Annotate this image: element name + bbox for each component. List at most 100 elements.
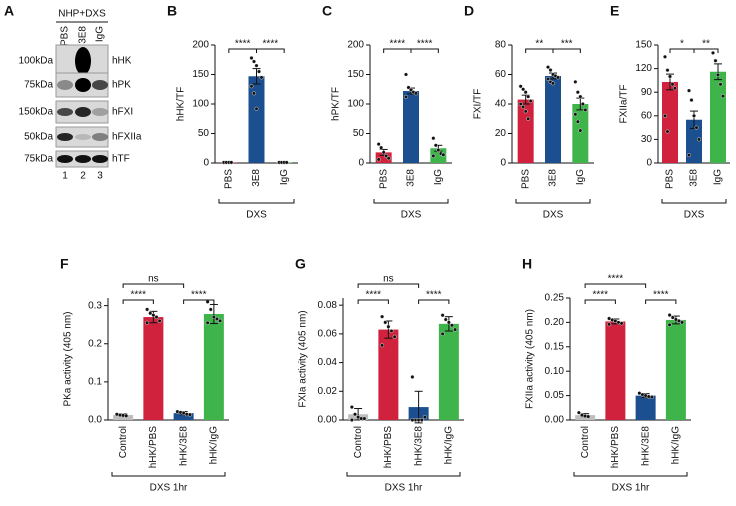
data-point (440, 313, 445, 318)
data-point (249, 55, 254, 60)
data-point (663, 113, 668, 118)
data-point (689, 98, 694, 103)
marker-size: 50kDa (24, 132, 53, 143)
x-tick-label: Control (353, 426, 364, 458)
group-label: DXS 1hr (612, 483, 650, 494)
significance-bracket (183, 299, 215, 304)
group-bracket (661, 199, 727, 204)
data-point (583, 107, 588, 112)
data-point (410, 418, 415, 423)
x-tick-label: IgG (575, 169, 586, 185)
y-tick-label: 0.0 (88, 415, 102, 426)
blot-band (92, 80, 108, 90)
lane-label: IgG (95, 26, 106, 42)
lane-number: 1 (62, 171, 68, 182)
blot-band (57, 155, 73, 163)
data-point (578, 94, 583, 99)
data-point (254, 63, 259, 68)
significance-bracket (645, 299, 677, 304)
data-point (692, 113, 697, 118)
data-point (670, 82, 675, 87)
y-tick-label: 40 (495, 99, 507, 110)
data-point (694, 125, 699, 130)
x-tick-label: 3E8 (251, 169, 262, 187)
panel-letter: A (4, 3, 14, 19)
x-tick-label: IgG (433, 169, 444, 185)
x-tick-label: hHK/3E8 (178, 426, 189, 466)
data-point (383, 320, 388, 325)
data-point (259, 75, 264, 80)
data-point (379, 145, 384, 150)
x-tick-label: hHK/IgG (444, 426, 455, 465)
y-tick-label: 20 (495, 128, 507, 139)
data-point (406, 85, 411, 90)
data-point (716, 72, 721, 77)
data-point (687, 88, 692, 93)
data-point (254, 106, 259, 111)
data-point (376, 157, 381, 162)
significance-label: **** (426, 290, 442, 301)
y-tick-label: 100 (192, 99, 209, 110)
significance-label: **** (417, 39, 433, 50)
data-point (208, 307, 213, 312)
bar (143, 317, 164, 420)
y-tick-label: 0.1 (88, 377, 102, 388)
data-point (713, 58, 718, 63)
data-point (673, 86, 678, 91)
y-tick-label: 50 (353, 128, 365, 139)
group-label: DXS 1hr (150, 483, 188, 494)
y-tick-label: 120 (635, 63, 652, 74)
data-point (157, 318, 162, 323)
significance-label: **** (235, 39, 251, 50)
y-tick-label: 0 (646, 158, 652, 169)
data-point (409, 87, 414, 92)
group-label: DXS 1hr (385, 483, 423, 494)
data-point (211, 315, 216, 320)
protein-label: hFXIIa (112, 132, 142, 143)
data-point (353, 412, 358, 417)
y-axis-label: FXI/TF (473, 89, 484, 120)
data-point (148, 311, 153, 316)
y-tick-label: 0.08 (318, 300, 338, 311)
significance-label: *** (561, 39, 573, 50)
data-point (670, 315, 675, 320)
y-tick-label: 80 (495, 40, 507, 51)
data-point (410, 374, 415, 379)
data-point (249, 84, 254, 89)
significance-bracket (122, 299, 154, 304)
protein-label: hTF (112, 154, 130, 165)
y-tick-label: 60 (641, 110, 653, 121)
group-bracket (346, 472, 461, 477)
x-tick-label: IgG (713, 169, 724, 185)
significance-bracket (357, 299, 389, 304)
data-point (440, 331, 445, 336)
x-tick-label: 3E8 (689, 169, 700, 187)
data-point (667, 313, 672, 318)
data-point (414, 91, 419, 96)
blot-band (75, 107, 91, 117)
marker-size: 150kDa (19, 107, 54, 118)
x-tick-label: 3E8 (548, 169, 559, 187)
data-point (526, 116, 531, 121)
x-tick-label: PBS (223, 169, 234, 189)
panel-letter: B (167, 3, 177, 19)
data-point (711, 50, 716, 55)
data-point (575, 90, 580, 95)
data-point (697, 137, 702, 142)
data-point (665, 68, 670, 73)
significance-bracket (256, 48, 285, 53)
blot-band (57, 133, 73, 141)
x-tick-label: hHK/PBS (383, 426, 394, 469)
data-point (667, 322, 672, 327)
data-point (380, 314, 385, 319)
data-point (251, 91, 256, 96)
marker-size: 75kDa (24, 80, 53, 91)
x-tick-label: Control (580, 426, 591, 458)
data-point (151, 313, 156, 318)
y-axis-label: FXIIa/TF (619, 85, 630, 124)
data-point (349, 405, 354, 410)
significance-bracket (357, 283, 420, 288)
data-point (523, 90, 528, 95)
x-tick-label: hHK/PBS (610, 426, 621, 469)
y-tick-label: 60 (495, 69, 507, 80)
